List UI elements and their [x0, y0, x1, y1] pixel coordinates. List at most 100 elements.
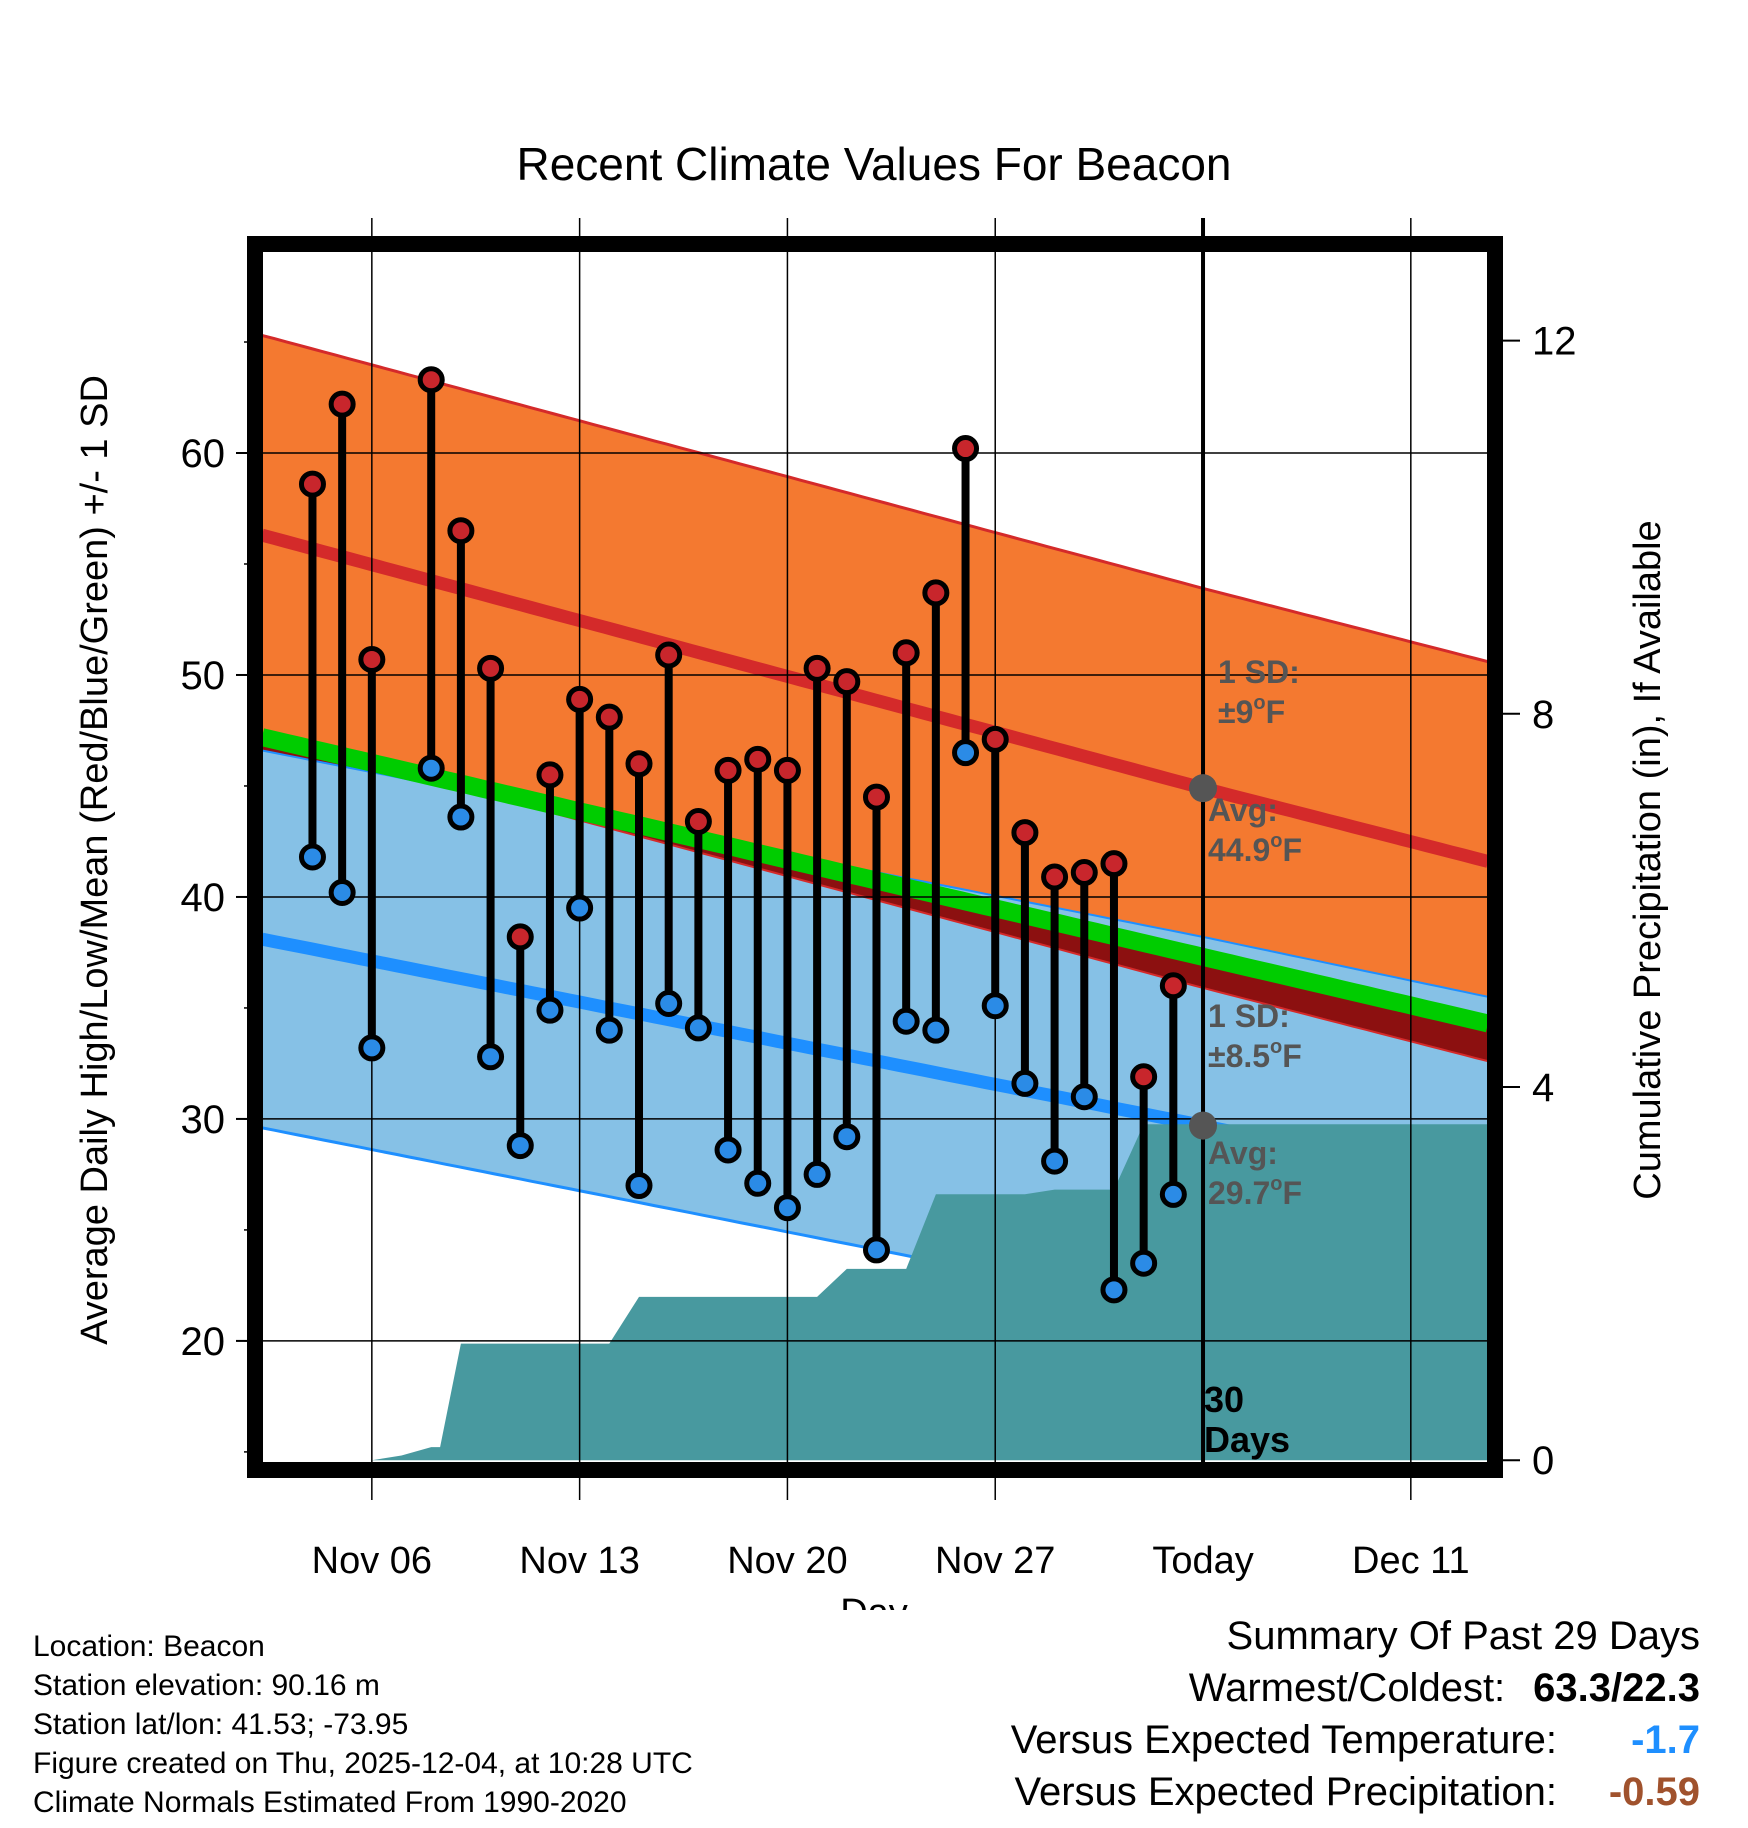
high-point [1011, 819, 1039, 847]
high-point [714, 756, 742, 784]
y-tick-label: 30 [181, 1098, 226, 1142]
high-point [625, 750, 653, 778]
low-point [1100, 1276, 1128, 1304]
low-point [1041, 1147, 1069, 1175]
low-point [566, 894, 594, 922]
low-point [477, 1043, 505, 1071]
low-avg-annotation-value: 29.7oF [1208, 1173, 1302, 1211]
precip-area [262, 1124, 1488, 1461]
high-point [892, 639, 920, 667]
low-point [625, 1172, 653, 1200]
y-tick-label: 40 [181, 876, 226, 920]
low-point [714, 1136, 742, 1164]
low-point [744, 1169, 772, 1197]
plot-frame [247, 236, 1503, 1478]
high-point [1070, 859, 1098, 887]
x-tick-label: Nov 27 [935, 1540, 1055, 1582]
low-point [417, 754, 445, 782]
high-sd-annotation-label: 1 SD: [1218, 654, 1300, 690]
low-point [1130, 1249, 1158, 1277]
high-point [744, 745, 772, 773]
high-point [1130, 1063, 1158, 1091]
temp-value: -1.7 [1631, 1718, 1700, 1762]
precip-label: Versus Expected Precipitation: [1014, 1770, 1557, 1814]
summary-precip: Versus Expected Precipitation: -0.59 [1011, 1766, 1700, 1818]
high-point [506, 923, 534, 951]
high-point [447, 517, 475, 545]
low-point [922, 1016, 950, 1044]
high-point [1100, 850, 1128, 878]
y-tick-label: 20 [181, 1320, 226, 1364]
high-point [358, 645, 386, 673]
info-latlon: Station lat/lon: 41.53; -73.95 [33, 1708, 409, 1741]
low-point [833, 1123, 861, 1151]
low-point [981, 992, 1009, 1020]
x-tick-label: Nov 13 [519, 1540, 639, 1582]
high-point [477, 654, 505, 682]
low-point [1159, 1180, 1187, 1208]
high-avg-annotation-value: 44.9oF [1208, 830, 1302, 868]
x-tick-label: Dec 11 [1352, 1540, 1470, 1582]
high-point [417, 366, 445, 394]
x-axis-label: Day [840, 1592, 908, 1610]
summary-title: Summary Of Past 29 Days [1226, 1614, 1700, 1658]
temp-label: Versus Expected Temperature: [1010, 1718, 1557, 1762]
high-point [1041, 863, 1069, 891]
high-point [803, 654, 831, 682]
high-point [595, 703, 623, 731]
window-days-label: Days [1204, 1419, 1290, 1460]
low-point [298, 843, 326, 871]
y2-tick-label: 4 [1532, 1066, 1554, 1110]
low-sd-annotation-label: 1 SD: [1208, 998, 1290, 1034]
summary-temp: Versus Expected Temperature: -1.7 [1011, 1714, 1700, 1766]
low-avg-annotation-label: Avg: [1208, 1135, 1278, 1171]
high-point [981, 725, 1009, 753]
high-point [566, 685, 594, 713]
high-point [862, 783, 890, 811]
y2-tick-label: 0 [1532, 1439, 1554, 1483]
high-avg-annotation-label: Avg: [1208, 792, 1278, 828]
low-point [536, 996, 564, 1024]
summary-panel: Summary Of Past 29 Days Warmest/Coldest:… [1011, 1610, 1700, 1818]
high-point [684, 807, 712, 835]
y-tick-label: 60 [181, 432, 226, 476]
station-info: Location: Beacon Station elevation: 90.1… [33, 1627, 693, 1822]
info-created: Figure created on Thu, 2025-12-04, at 10… [33, 1747, 693, 1780]
high-point [328, 390, 356, 418]
x-tick-label: Nov 06 [312, 1540, 432, 1582]
low-point [1070, 1083, 1098, 1111]
y-axis-label: Average Daily High/Low/Mean (Red/Blue/Gr… [74, 375, 116, 1345]
window-days-number: 30 [1204, 1379, 1244, 1420]
high-point [298, 470, 326, 498]
precip-value: -0.59 [1608, 1770, 1700, 1814]
high-point [655, 641, 683, 669]
info-location: Location: Beacon [33, 1630, 265, 1663]
warm-cold-label: Warmest/Coldest: [1188, 1666, 1506, 1710]
x-tick-label: Today [1152, 1540, 1253, 1582]
low-point [684, 1014, 712, 1042]
high-sd-upper-line [262, 333, 1488, 664]
info-normals: Climate Normals Estimated From 1990-2020 [33, 1786, 627, 1819]
low-point [952, 739, 980, 767]
low-point [803, 1160, 831, 1188]
y2-tick-label: 12 [1532, 320, 1577, 364]
low-avg-marker [1189, 1111, 1218, 1140]
warm-cold-value: 63.3/22.3 [1533, 1666, 1700, 1710]
high-point [773, 756, 801, 784]
high-point [952, 435, 980, 463]
low-point [892, 1007, 920, 1035]
x-tick-label: Nov 20 [727, 1540, 847, 1582]
low-point [862, 1236, 890, 1264]
chart-title: Recent Climate Values For Beacon [516, 138, 1231, 190]
high-sd-annotation-value: ±9oF [1218, 692, 1285, 730]
low-point [595, 1016, 623, 1044]
low-point [1011, 1069, 1039, 1097]
low-point [506, 1132, 534, 1160]
high-point [922, 579, 950, 607]
high-normal-line [262, 528, 1488, 868]
summary-warm-cold: Warmest/Coldest: 63.3/22.3 [1011, 1662, 1700, 1714]
info-elevation: Station elevation: 90.16 m [33, 1669, 380, 1702]
low-point [655, 990, 683, 1018]
y2-tick-label: 8 [1532, 693, 1554, 737]
y-tick-label: 50 [181, 654, 226, 698]
